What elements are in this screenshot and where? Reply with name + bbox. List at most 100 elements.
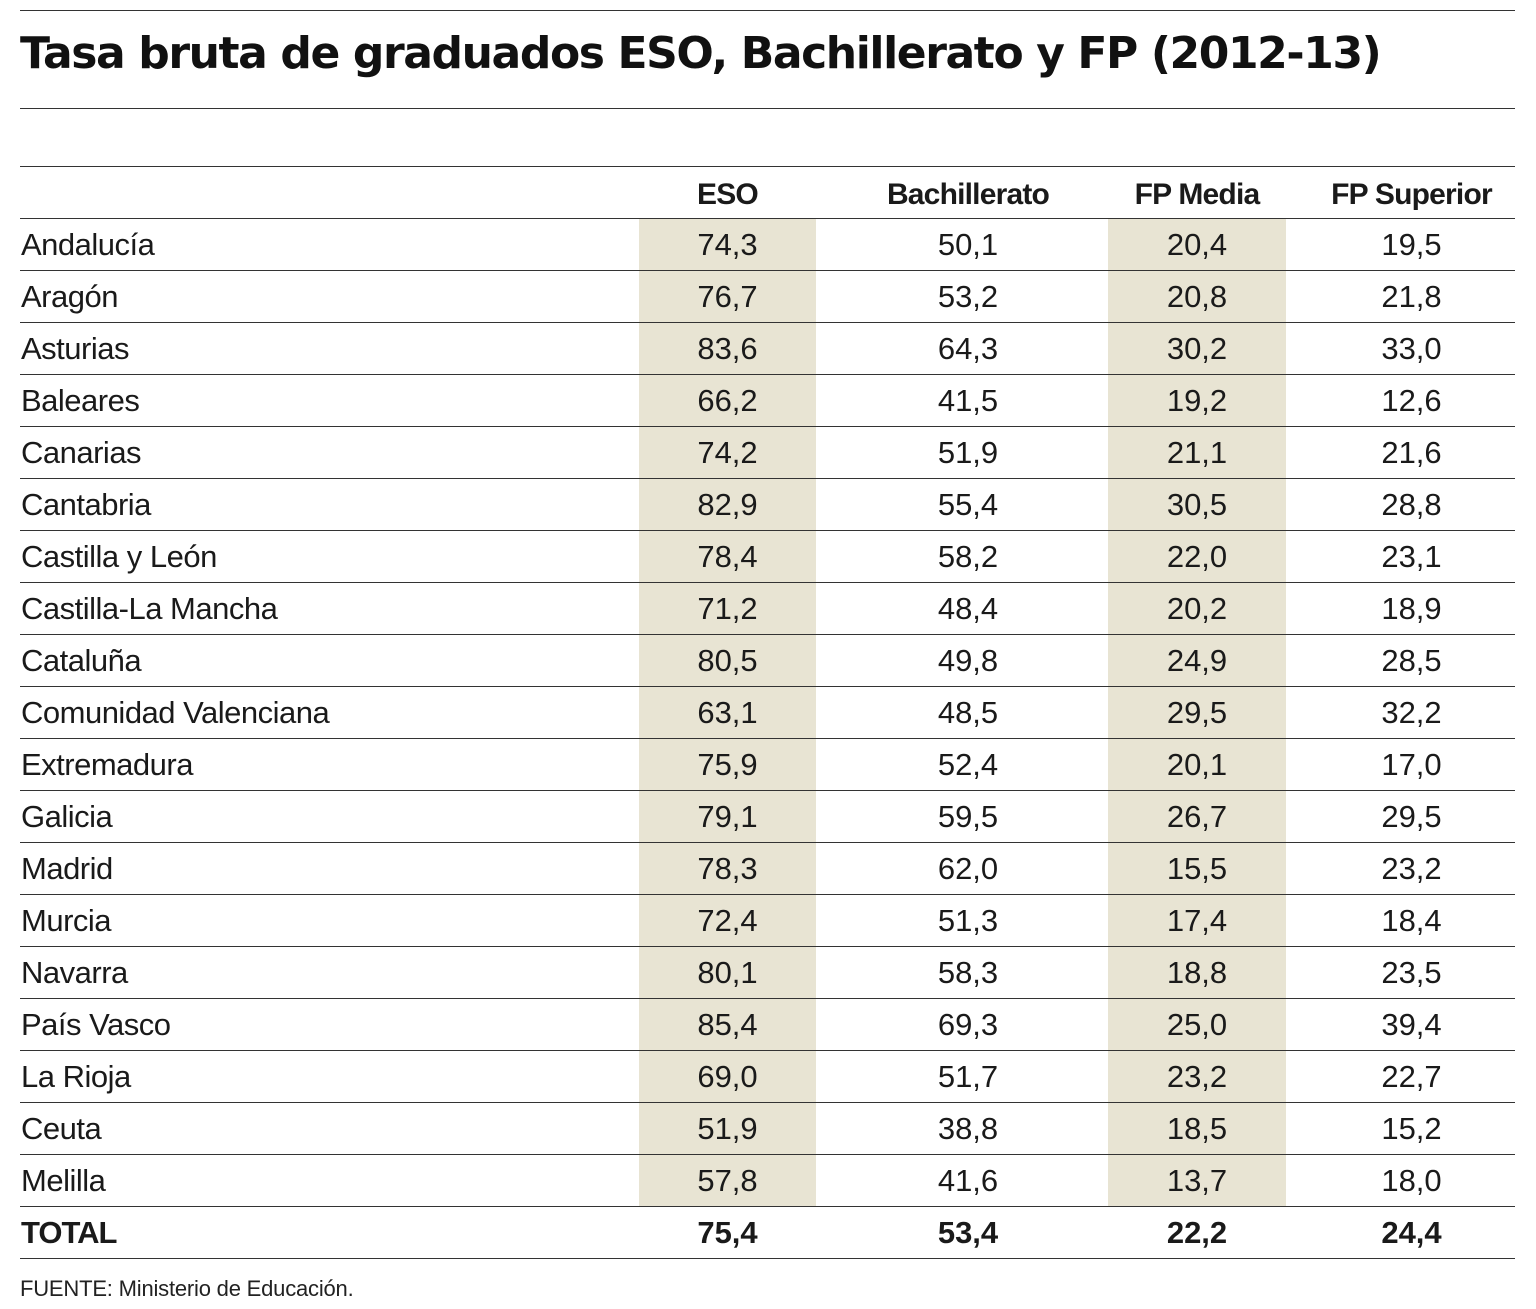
cell-bachillerato: 41,6 bbox=[937, 1162, 999, 1198]
cell-bachillerato: 58,3 bbox=[937, 954, 999, 990]
row-region-name: Cataluña bbox=[21, 642, 142, 678]
cell-fp-superior: 23,1 bbox=[1381, 538, 1442, 574]
column-header-fp-superior: FP Superior bbox=[1331, 177, 1492, 211]
cell-fp-superior: 32,2 bbox=[1381, 694, 1442, 730]
table-row: Madrid 78,3 62,0 15,5 23,2 bbox=[20, 843, 1515, 895]
table-body: Andalucía 74,3 50,1 20,4 19,5 Aragón 76,7 53,2 2… bbox=[20, 219, 1515, 1207]
cell-fp-media: 22,0 bbox=[1108, 531, 1286, 582]
row-region-name: Comunidad Valenciana bbox=[21, 694, 330, 730]
cell-fp-media: 26,7 bbox=[1108, 791, 1286, 842]
cell-bachillerato: 52,4 bbox=[937, 746, 999, 782]
table-total-row: TOTAL 75,4 53,4 22,2 24,4 bbox=[20, 1207, 1515, 1259]
cell-bachillerato: 59,5 bbox=[937, 798, 999, 834]
cell-fp-superior: 29,5 bbox=[1381, 798, 1442, 834]
cell-fp-superior: 17,0 bbox=[1381, 746, 1442, 782]
cell-fp-media: 13,7 bbox=[1108, 1155, 1286, 1206]
total-label: TOTAL bbox=[21, 1214, 117, 1250]
chart-title: Tasa bruta de graduados ESO, Bachillerat… bbox=[20, 28, 1382, 79]
total-bachillerato: 53,4 bbox=[937, 1214, 999, 1250]
cell-bachillerato: 62,0 bbox=[937, 850, 999, 886]
table-row: Cantabria 82,9 55,4 30,5 28,8 bbox=[20, 479, 1515, 531]
cell-fp-superior: 22,7 bbox=[1381, 1058, 1442, 1094]
cell-fp-superior: 18,9 bbox=[1381, 590, 1442, 626]
total-eso: 75,4 bbox=[697, 1214, 758, 1250]
row-region-name: La Rioja bbox=[21, 1058, 131, 1094]
row-region-name: Murcia bbox=[21, 902, 112, 938]
cell-bachillerato: 38,8 bbox=[937, 1110, 999, 1146]
cell-fp-superior: 18,0 bbox=[1381, 1162, 1442, 1198]
row-region-name: Andalucía bbox=[21, 226, 155, 262]
row-region-name: Canarias bbox=[21, 434, 142, 470]
cell-fp-superior: 15,2 bbox=[1381, 1110, 1442, 1146]
cell-eso: 79,1 bbox=[639, 791, 816, 842]
source-note: FUENTE: Ministerio de Educación. bbox=[20, 1276, 354, 1301]
cell-eso: 78,4 bbox=[639, 531, 816, 582]
cell-bachillerato: 48,4 bbox=[937, 590, 999, 626]
row-region-name: Asturias bbox=[21, 330, 129, 366]
cell-fp-media: 25,0 bbox=[1108, 999, 1286, 1050]
table-row: Comunidad Valenciana 63,1 48,5 29,5 32,2 bbox=[20, 687, 1515, 739]
cell-fp-media: 21,1 bbox=[1108, 427, 1286, 478]
cell-bachillerato: 50,1 bbox=[937, 226, 999, 262]
top-rule bbox=[20, 10, 1515, 11]
row-region-name: Cantabria bbox=[21, 486, 151, 522]
cell-fp-media: 29,5 bbox=[1108, 687, 1286, 738]
table-row: Andalucía 74,3 50,1 20,4 19,5 bbox=[20, 219, 1515, 271]
table-row: Ceuta 51,9 38,8 18,5 15,2 bbox=[20, 1103, 1515, 1155]
cell-fp-media: 18,8 bbox=[1108, 947, 1286, 998]
cell-eso: 83,6 bbox=[639, 323, 816, 374]
cell-fp-superior: 28,8 bbox=[1381, 486, 1442, 522]
row-region-name: País Vasco bbox=[21, 1006, 171, 1042]
row-region-name: Galicia bbox=[21, 798, 113, 834]
row-region-name: Ceuta bbox=[21, 1110, 102, 1146]
table-row: Canarias 74,2 51,9 21,1 21,6 bbox=[20, 427, 1515, 479]
cell-eso: 76,7 bbox=[639, 271, 816, 322]
cell-eso: 80,1 bbox=[639, 947, 816, 998]
cell-fp-media: 19,2 bbox=[1108, 375, 1286, 426]
cell-eso: 74,3 bbox=[639, 219, 816, 270]
row-region-name: Baleares bbox=[21, 382, 140, 418]
cell-fp-media: 20,4 bbox=[1108, 219, 1286, 270]
cell-bachillerato: 48,5 bbox=[937, 694, 999, 730]
cell-eso: 63,1 bbox=[639, 687, 816, 738]
table-row: Castilla y León 78,4 58,2 22,0 23,1 bbox=[20, 531, 1515, 583]
cell-eso: 69,0 bbox=[639, 1051, 816, 1102]
row-region-name: Castilla-La Mancha bbox=[21, 590, 278, 626]
cell-eso: 71,2 bbox=[639, 583, 816, 634]
cell-fp-media: 18,5 bbox=[1108, 1103, 1286, 1154]
table-row: Castilla-La Mancha 71,2 48,4 20,2 18,9 bbox=[20, 583, 1515, 635]
data-table: ESO Bachillerato FP Media FP Superior An… bbox=[20, 166, 1515, 1259]
cell-bachillerato: 49,8 bbox=[937, 642, 999, 678]
cell-fp-media: 20,1 bbox=[1108, 739, 1286, 790]
cell-bachillerato: 64,3 bbox=[937, 330, 999, 366]
cell-eso: 51,9 bbox=[639, 1103, 816, 1154]
row-region-name: Extremadura bbox=[21, 746, 193, 782]
cell-eso: 74,2 bbox=[639, 427, 816, 478]
table-row: Aragón 76,7 53,2 20,8 21,8 bbox=[20, 271, 1515, 323]
cell-fp-superior: 39,4 bbox=[1381, 1006, 1442, 1042]
cell-eso: 80,5 bbox=[639, 635, 816, 686]
column-header-eso: ESO bbox=[697, 177, 759, 211]
header-region bbox=[20, 167, 620, 218]
table-row: Baleares 66,2 41,5 19,2 12,6 bbox=[20, 375, 1515, 427]
cell-eso: 66,2 bbox=[639, 375, 816, 426]
cell-bachillerato: 69,3 bbox=[937, 1006, 999, 1042]
cell-bachillerato: 41,5 bbox=[937, 382, 999, 418]
cell-bachillerato: 53,2 bbox=[937, 278, 999, 314]
cell-bachillerato: 51,7 bbox=[937, 1058, 999, 1094]
cell-fp-superior: 21,6 bbox=[1381, 434, 1442, 470]
column-header-bachillerato: Bachillerato bbox=[886, 177, 1050, 211]
table-row: Melilla 57,8 41,6 13,7 18,0 bbox=[20, 1155, 1515, 1207]
row-region-name: Aragón bbox=[21, 278, 118, 314]
cell-bachillerato: 51,3 bbox=[937, 902, 999, 938]
cell-bachillerato: 51,9 bbox=[937, 434, 999, 470]
cell-fp-media: 15,5 bbox=[1108, 843, 1286, 894]
cell-fp-superior: 12,6 bbox=[1381, 382, 1442, 418]
cell-fp-media: 17,4 bbox=[1108, 895, 1286, 946]
cell-fp-media: 20,2 bbox=[1108, 583, 1286, 634]
title-rule bbox=[20, 108, 1515, 109]
table-row: Cataluña 80,5 49,8 24,9 28,5 bbox=[20, 635, 1515, 687]
cell-bachillerato: 58,2 bbox=[937, 538, 999, 574]
cell-fp-superior: 18,4 bbox=[1381, 902, 1442, 938]
cell-fp-superior: 23,5 bbox=[1381, 954, 1442, 990]
